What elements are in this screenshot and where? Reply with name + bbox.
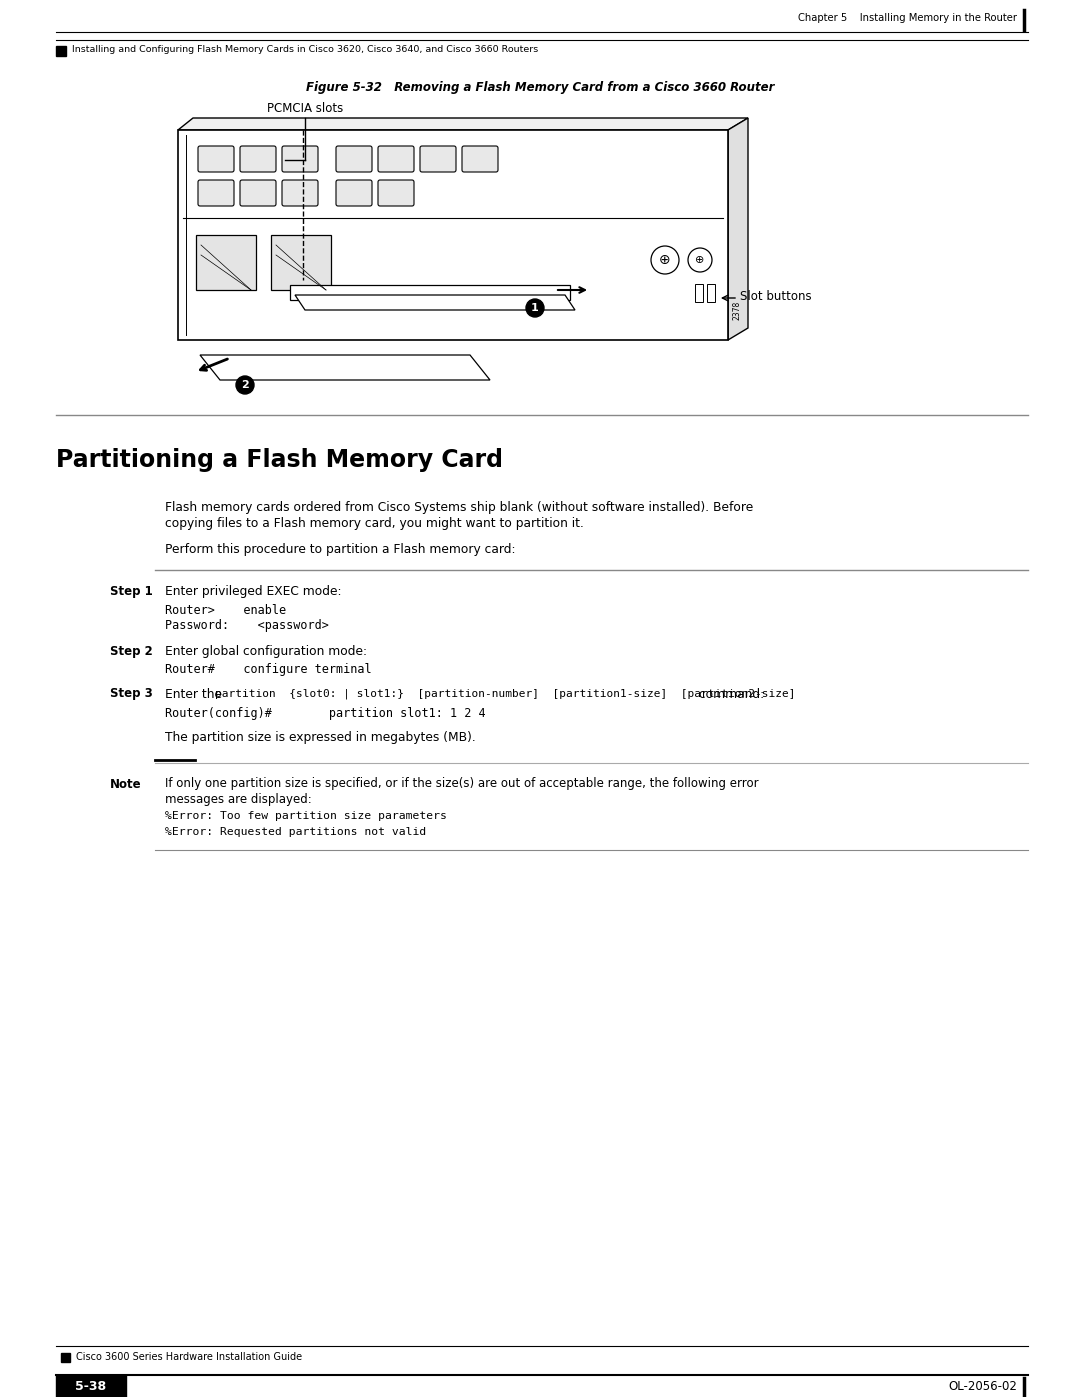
Bar	[707, 284, 715, 302]
Circle shape	[526, 299, 544, 317]
Text: ⊕: ⊕	[696, 256, 704, 265]
Circle shape	[237, 376, 254, 394]
Circle shape	[651, 246, 679, 274]
FancyBboxPatch shape	[378, 180, 414, 205]
Text: command:: command:	[696, 687, 765, 700]
Text: Router(config)#        partition slot1: 1 2 4: Router(config)# partition slot1: 1 2 4	[165, 707, 486, 719]
Text: The partition size is expressed in megabytes (MB).: The partition size is expressed in megab…	[165, 731, 476, 743]
Text: partition  {slot0: | slot1:}  [partition-number]  [partition1-size]  [partition2: partition {slot0: | slot1:} [partition-n…	[215, 689, 796, 700]
Text: PCMCIA slots: PCMCIA slots	[267, 102, 343, 115]
Text: %Error: Too few partition size parameters: %Error: Too few partition size parameter…	[165, 812, 447, 821]
Text: OL-2056-02: OL-2056-02	[948, 1380, 1017, 1393]
FancyBboxPatch shape	[336, 180, 372, 205]
FancyBboxPatch shape	[240, 180, 276, 205]
FancyBboxPatch shape	[336, 147, 372, 172]
Text: 5-38: 5-38	[76, 1380, 107, 1393]
Text: Note: Note	[110, 778, 141, 791]
Text: Perform this procedure to partition a Flash memory card:: Perform this procedure to partition a Fl…	[165, 542, 515, 556]
Text: Enter privileged EXEC mode:: Enter privileged EXEC mode:	[165, 585, 341, 598]
Text: ⊕: ⊕	[659, 253, 671, 267]
Text: Partitioning a Flash Memory Card: Partitioning a Flash Memory Card	[56, 448, 503, 472]
Text: Step 2: Step 2	[110, 644, 152, 658]
FancyBboxPatch shape	[282, 180, 318, 205]
Text: Flash memory cards ordered from Cisco Systems ship blank (without software insta: Flash memory cards ordered from Cisco Sy…	[165, 500, 753, 514]
Text: Enter the: Enter the	[165, 687, 226, 700]
Text: Installing and Configuring Flash Memory Cards in Cisco 3620, Cisco 3640, and Cis: Installing and Configuring Flash Memory …	[72, 46, 538, 54]
Text: Password:    <password>: Password: <password>	[165, 619, 329, 633]
Bar	[56, 1375, 126, 1397]
Bar	[56, 46, 66, 56]
Text: If only one partition size is specified, or if the size(s) are out of acceptable: If only one partition size is specified,…	[165, 778, 758, 791]
Bar	[60, 1354, 70, 1362]
Circle shape	[688, 249, 712, 272]
Bar	[696, 284, 703, 302]
Polygon shape	[295, 295, 575, 310]
Polygon shape	[200, 355, 490, 380]
Text: %Error: Requested partitions not valid: %Error: Requested partitions not valid	[165, 827, 427, 837]
Text: messages are displayed:: messages are displayed:	[165, 793, 312, 806]
Bar	[271, 235, 330, 291]
Text: Figure 5-32   Removing a Flash Memory Card from a Cisco 3660 Router: Figure 5-32 Removing a Flash Memory Card…	[306, 81, 774, 95]
Bar	[178, 130, 728, 339]
Polygon shape	[178, 117, 748, 130]
FancyBboxPatch shape	[378, 147, 414, 172]
Text: Enter global configuration mode:: Enter global configuration mode:	[165, 644, 367, 658]
Text: Router>    enable: Router> enable	[165, 604, 286, 616]
Text: 2: 2	[241, 380, 248, 390]
FancyBboxPatch shape	[420, 147, 456, 172]
Bar	[195, 235, 256, 291]
Text: Chapter 5    Installing Memory in the Router: Chapter 5 Installing Memory in the Route…	[798, 13, 1017, 22]
Text: 2378: 2378	[732, 300, 741, 320]
Text: Step 1: Step 1	[110, 585, 152, 598]
Text: 1: 1	[531, 303, 539, 313]
Text: Router#    configure terminal: Router# configure terminal	[165, 662, 372, 676]
FancyBboxPatch shape	[282, 147, 318, 172]
Polygon shape	[728, 117, 748, 339]
Text: Slot buttons: Slot buttons	[740, 289, 812, 303]
FancyBboxPatch shape	[198, 147, 234, 172]
FancyBboxPatch shape	[240, 147, 276, 172]
FancyBboxPatch shape	[462, 147, 498, 172]
Text: copying files to a Flash memory card, you might want to partition it.: copying files to a Flash memory card, yo…	[165, 517, 584, 531]
Text: Step 3: Step 3	[110, 687, 152, 700]
FancyBboxPatch shape	[198, 180, 234, 205]
Bar	[291, 285, 570, 300]
Text: Cisco 3600 Series Hardware Installation Guide: Cisco 3600 Series Hardware Installation …	[76, 1352, 302, 1362]
